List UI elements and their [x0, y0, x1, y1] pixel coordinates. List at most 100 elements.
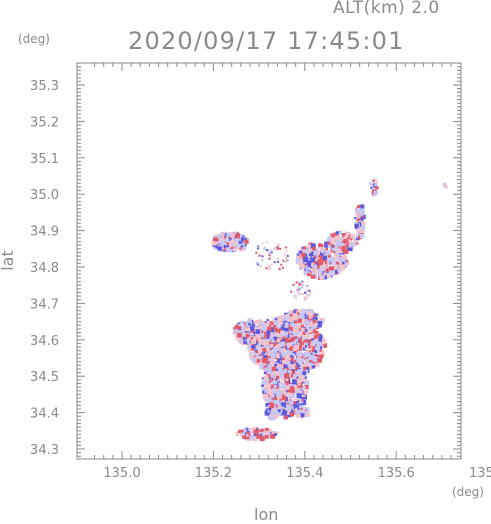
echo-cell [369, 183, 373, 186]
echo-cell [293, 282, 296, 285]
echo-cell [277, 260, 280, 263]
echo-cell [262, 379, 265, 382]
echo-cell [292, 316, 296, 320]
echo-cell [361, 225, 366, 229]
x-tick-label: 135.2 [195, 466, 232, 481]
echo-cell [312, 262, 315, 265]
echo-cell [272, 372, 277, 378]
echo-cell [333, 253, 337, 256]
axis-ticks [77, 62, 461, 459]
echo-cell [360, 234, 365, 239]
echo-cell [336, 270, 341, 275]
echo-cell [311, 334, 315, 339]
echo-cell [322, 252, 326, 255]
echo-cell [305, 361, 308, 365]
echo-cell [253, 320, 258, 325]
echo-cell [243, 340, 247, 344]
echo-cell [251, 357, 256, 363]
echo-cell [286, 338, 291, 343]
echo-cell [332, 256, 337, 261]
echo-cell [232, 238, 237, 244]
echo-cell [304, 347, 308, 350]
echo-cell [303, 296, 306, 299]
echo-cell [256, 359, 261, 363]
echo-cell [276, 246, 279, 249]
echo-cell [285, 314, 289, 318]
echo-cell [263, 323, 268, 328]
echo-cell [277, 363, 281, 367]
echo-cell [259, 339, 264, 345]
echo-cell [351, 242, 356, 247]
echo-cell [261, 321, 265, 325]
echo-cell [295, 407, 298, 411]
echo-cell [312, 352, 316, 356]
echo-cell [287, 332, 290, 335]
echo-cell [360, 204, 365, 209]
echo-cell [265, 379, 269, 383]
echo-cell [258, 429, 262, 433]
echo-cell [314, 330, 319, 335]
echo-cell [273, 405, 276, 408]
echo-cell [298, 333, 302, 337]
echo-cell [289, 337, 295, 342]
echo-cell [297, 360, 303, 366]
echo-cell [298, 331, 303, 336]
echo-cell [301, 284, 304, 287]
echo-cell [332, 265, 337, 271]
echo-cell [230, 239, 235, 244]
echo-cell [302, 344, 305, 348]
echo-cell [242, 428, 247, 433]
echo-cell [253, 436, 258, 442]
echo-cell [298, 249, 303, 254]
echo-cell [301, 373, 305, 377]
echo-cell [315, 271, 319, 275]
y-tick-label: 35.1 [30, 152, 59, 167]
echo-cell [264, 389, 268, 393]
echo-cell [275, 400, 280, 405]
echo-cell [274, 396, 278, 401]
echo-cell [238, 324, 241, 327]
echo-cell [283, 370, 287, 374]
echo-cell [273, 336, 277, 340]
y-tick-label: 34.4 [30, 407, 59, 422]
echo-cell [245, 333, 250, 338]
echo-cell [299, 342, 305, 348]
echo-cell [302, 364, 306, 368]
echo-cell [272, 316, 276, 320]
echo-cell [324, 241, 328, 245]
echo-cell [278, 244, 281, 247]
echo-cell [299, 405, 302, 408]
echo-cell [267, 250, 270, 253]
echo-cell [259, 330, 263, 334]
echo-cell [269, 359, 274, 363]
echo-cell [292, 353, 296, 357]
echo-cell [295, 338, 299, 342]
echo-cell [292, 401, 296, 406]
echo-cell [243, 337, 247, 340]
echo-cell [298, 383, 301, 387]
echo-cell [270, 381, 274, 385]
echo-cell [322, 343, 328, 348]
echo-cell [283, 315, 286, 318]
echo-cell [266, 318, 269, 321]
echo-cell [301, 246, 304, 250]
echo-cell [294, 397, 298, 401]
echo-cell [216, 246, 219, 249]
echo-cell [313, 346, 318, 351]
x-axis-title: lon [254, 505, 279, 524]
echo-cell [312, 319, 317, 324]
timestamp: 2020/09/17 17:45:01 [128, 27, 405, 55]
echo-cell [370, 185, 373, 188]
echo-cell [270, 433, 276, 439]
echo-cell [307, 366, 312, 371]
echo-cell [257, 351, 260, 354]
echo-cell [293, 332, 299, 338]
echo-cell [296, 252, 299, 255]
echo-cell [296, 379, 301, 384]
echo-cell [234, 247, 238, 252]
echo-cell [299, 311, 305, 317]
echo-cell [336, 240, 341, 246]
echo-cell [241, 326, 245, 330]
echo-cell [292, 379, 297, 385]
echo-cell [264, 367, 268, 371]
